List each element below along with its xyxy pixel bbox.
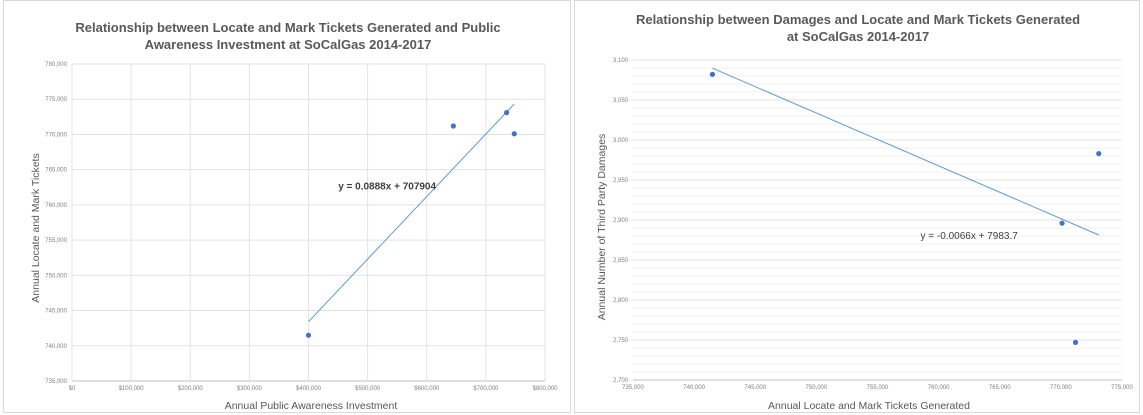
x-axis-label: Annual Locate and Mark Tickets Generated bbox=[768, 400, 970, 412]
x-tick-label: 740,000 bbox=[683, 385, 705, 391]
y-tick-label: 2,900 bbox=[613, 218, 629, 224]
x-tick-label: 760,000 bbox=[928, 385, 950, 391]
chart-left-svg: Relationship between Locate and Mark Tic… bbox=[30, 20, 558, 412]
data-point bbox=[709, 71, 716, 77]
x-tick-label: 765,000 bbox=[989, 385, 1011, 391]
data-point bbox=[511, 131, 517, 137]
y-tick-label: 775,000 bbox=[45, 97, 67, 103]
y-axis-label: Annual Locate and Mark Tickets bbox=[30, 153, 42, 302]
y-tick-label: 765,000 bbox=[45, 168, 67, 174]
chart-title-line-2: at SoCalGas 2014-2017 bbox=[787, 29, 929, 44]
y-tick-label: 3,050 bbox=[613, 98, 629, 104]
chart-left-panel: Relationship between Locate and Mark Tic… bbox=[3, 0, 571, 413]
x-tick-label: $200,000 bbox=[178, 386, 204, 392]
trendline bbox=[308, 103, 515, 323]
data-point bbox=[1059, 220, 1065, 226]
data-point bbox=[1096, 151, 1102, 157]
y-tick-label: 740,000 bbox=[45, 344, 67, 350]
x-tick-label: 735,000 bbox=[622, 385, 644, 391]
y-tick-label: 780,000 bbox=[45, 62, 67, 68]
x-axis-label: Annual Public Awareness Investment bbox=[225, 400, 398, 412]
y-axis-label: Annual Number of Third Party Damages bbox=[596, 134, 608, 321]
y-tick-label: 2,800 bbox=[613, 298, 629, 304]
y-tick-label: 2,700 bbox=[613, 378, 629, 384]
trendline-equation: y = -0.0066x + 7983.7 bbox=[921, 231, 1019, 242]
y-tick-label: 760,000 bbox=[45, 203, 67, 209]
y-tick-label: 735,000 bbox=[45, 379, 67, 385]
x-tick-label: $400,000 bbox=[296, 386, 322, 392]
y-tick-label: 745,000 bbox=[45, 309, 67, 315]
x-tick-label: $0 bbox=[69, 386, 76, 392]
chart-title-line-1: Relationship between Damages and Locate … bbox=[636, 12, 1080, 27]
x-tick-label: $100,000 bbox=[119, 386, 145, 392]
data-point bbox=[450, 123, 456, 129]
data-point bbox=[1072, 339, 1079, 345]
y-tick-label: 2,750 bbox=[613, 338, 629, 344]
y-tick-label: 750,000 bbox=[45, 273, 67, 279]
y-tick-label: 3,000 bbox=[613, 138, 629, 144]
chart-title-line-1: Relationship between Locate and Mark Tic… bbox=[75, 20, 500, 35]
x-tick-label: $600,000 bbox=[414, 386, 440, 392]
data-point bbox=[305, 332, 312, 338]
x-tick-label: $300,000 bbox=[237, 386, 263, 392]
y-tick-label: 770,000 bbox=[45, 132, 67, 138]
y-tick-label: 2,950 bbox=[613, 178, 629, 184]
x-tick-label: $800,000 bbox=[532, 386, 558, 392]
x-tick-label: $500,000 bbox=[355, 386, 381, 392]
x-tick-label: 775,000 bbox=[1111, 385, 1133, 391]
x-tick-label: $700,000 bbox=[473, 386, 499, 392]
chart-right-panel: Relationship between Damages and Locate … bbox=[574, 0, 1140, 413]
x-tick-label: 755,000 bbox=[867, 385, 889, 391]
trendline-equation: y = 0.0888x + 707904 bbox=[338, 181, 436, 192]
y-tick-label: 3,100 bbox=[613, 58, 629, 64]
x-tick-label: 745,000 bbox=[744, 385, 766, 391]
x-tick-label: 770,000 bbox=[1050, 385, 1072, 391]
chart-right-svg: Relationship between Damages and Locate … bbox=[596, 12, 1134, 412]
chart-title-line-2: Awareness Investment at SoCalGas 2014-20… bbox=[145, 37, 432, 52]
trendline bbox=[712, 67, 1099, 236]
y-tick-label: 755,000 bbox=[45, 238, 67, 244]
data-point bbox=[503, 110, 510, 116]
y-tick-label: 2,850 bbox=[613, 258, 629, 264]
x-tick-label: 750,000 bbox=[806, 385, 828, 391]
